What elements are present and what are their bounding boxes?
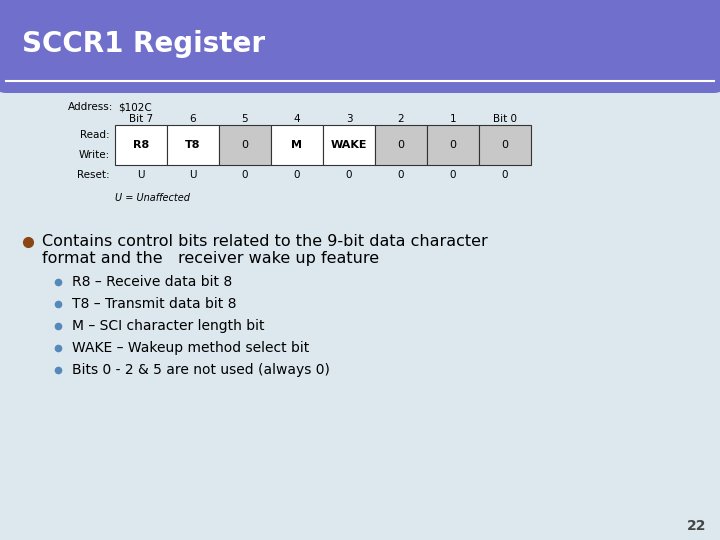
Text: 0: 0 <box>294 170 300 180</box>
Text: 6: 6 <box>189 114 197 124</box>
Text: WAKE: WAKE <box>330 140 367 150</box>
Text: 0: 0 <box>241 140 248 150</box>
Text: SCCR1 Register: SCCR1 Register <box>22 30 265 57</box>
Text: T8: T8 <box>185 140 201 150</box>
Bar <box>6 44 714 81</box>
Text: T8 – Transmit data bit 8: T8 – Transmit data bit 8 <box>72 297 236 311</box>
Text: 0: 0 <box>449 140 456 150</box>
Bar <box>427 125 479 165</box>
Text: 5: 5 <box>242 114 248 124</box>
Text: 22: 22 <box>686 519 706 533</box>
Text: R8 – Receive data bit 8: R8 – Receive data bit 8 <box>72 275 233 289</box>
Text: Bit 7: Bit 7 <box>129 114 153 124</box>
Text: 0: 0 <box>397 140 405 150</box>
Text: 4: 4 <box>294 114 300 124</box>
Text: 2: 2 <box>397 114 405 124</box>
Text: 0: 0 <box>242 170 248 180</box>
Text: M – SCI character length bit: M – SCI character length bit <box>72 319 264 333</box>
Text: Reset:: Reset: <box>77 170 110 180</box>
Text: U: U <box>138 170 145 180</box>
Text: 0: 0 <box>450 170 456 180</box>
Text: 0: 0 <box>502 140 508 150</box>
Text: Bits 0 - 2 & 5 are not used (always 0): Bits 0 - 2 & 5 are not used (always 0) <box>72 363 330 377</box>
Text: 3: 3 <box>346 114 352 124</box>
FancyBboxPatch shape <box>0 0 720 93</box>
Text: 0: 0 <box>346 170 352 180</box>
Bar <box>167 125 219 165</box>
Text: WAKE – Wakeup method select bit: WAKE – Wakeup method select bit <box>72 341 310 355</box>
Text: U: U <box>189 170 197 180</box>
Text: format and the   receiver wake up feature: format and the receiver wake up feature <box>42 251 379 266</box>
Bar <box>115 125 167 165</box>
Bar <box>219 125 271 165</box>
Bar <box>375 125 427 165</box>
Text: Write:: Write: <box>78 150 110 160</box>
Text: Address:: Address: <box>68 102 113 112</box>
Bar <box>323 125 375 165</box>
Bar <box>271 125 323 165</box>
Text: Bit 0: Bit 0 <box>493 114 517 124</box>
Text: Contains control bits related to the 9-bit data character: Contains control bits related to the 9-b… <box>42 234 487 249</box>
Text: $102C: $102C <box>118 102 152 112</box>
Text: M: M <box>292 140 302 150</box>
Text: 0: 0 <box>397 170 404 180</box>
Bar <box>479 125 531 165</box>
Text: R8: R8 <box>133 140 149 150</box>
Text: U = Unaffected: U = Unaffected <box>115 193 190 203</box>
Text: 0: 0 <box>502 170 508 180</box>
Text: 1: 1 <box>450 114 456 124</box>
Text: Read:: Read: <box>81 130 110 140</box>
